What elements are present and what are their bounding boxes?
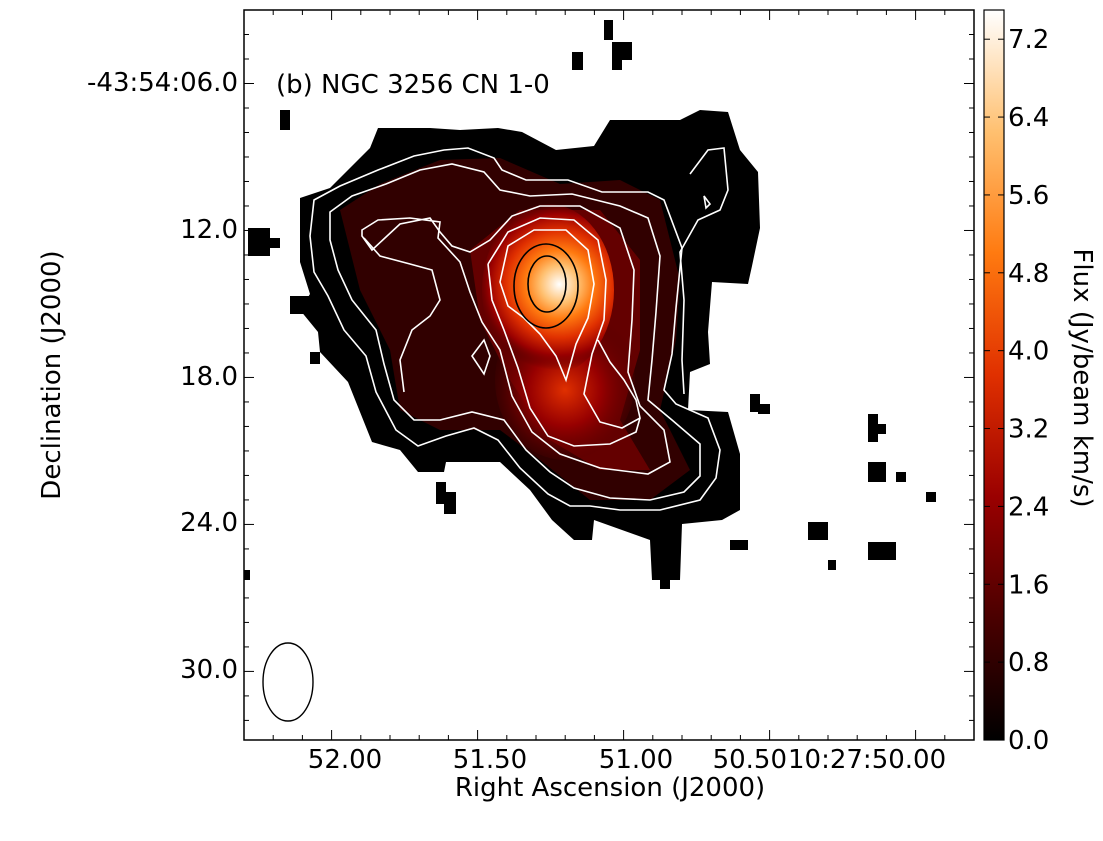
noise-pixels: [244, 20, 936, 589]
colorbar-tick-label: 1.6: [1008, 570, 1049, 600]
contour-noise-loop: [703, 195, 712, 210]
colorbar-tick-label: 4.0: [1008, 337, 1049, 367]
contour-hole: [471, 338, 491, 376]
x-tick-label-51: 51.00: [599, 745, 673, 775]
x-axis-ticks: [243, 10, 946, 740]
colorbar-tick-label: 0.8: [1008, 648, 1049, 678]
colorbar-label: Flux (Jy/beam km/s): [1067, 248, 1097, 507]
y-tick-label-18: 18.0: [180, 362, 238, 392]
contour-level-3b: [363, 237, 441, 393]
x-axis-label: Right Ascension (J2000): [455, 773, 765, 803]
colorbar-tick-label: 4.8: [1008, 259, 1049, 289]
contour-level-1b: [679, 147, 729, 395]
colorbar-tick-label: 6.4: [1008, 103, 1049, 133]
y-tick-label-06: -43:54:06.0: [87, 68, 238, 98]
contours: [309, 147, 729, 511]
contour-level-5: [487, 263, 641, 447]
x-tick-label-50-5: 50.50: [713, 745, 787, 775]
x-axis-tick-labels: 52.00 51.50 51.00 50.50 10:27:50.00: [308, 745, 946, 775]
colorbar-tick-label: 5.6: [1008, 181, 1049, 211]
x-tick-label-52: 52.00: [308, 745, 382, 775]
contour-level-3: [361, 205, 671, 475]
x-tick-label-51-5: 51.50: [453, 745, 527, 775]
contour-level-4: [487, 217, 641, 429]
x-tick-label-50: 10:27:50.00: [788, 745, 946, 775]
beam-ellipse: [262, 642, 314, 722]
y-axis-ticks: [244, 9, 974, 721]
y-axis-label: Declination (J2000): [37, 250, 67, 499]
y-tick-label-30: 30.0: [180, 655, 238, 685]
colorbar: [983, 9, 1005, 741]
plot-border: [243, 9, 975, 741]
y-axis-tick-labels: -43:54:06.0 12.0 18.0 24.0 30.0: [87, 68, 238, 685]
contour-level-7: [513, 243, 579, 329]
contour-level-1: [309, 147, 721, 511]
panel-title: (b) NGC 3256 CN 1-0: [276, 70, 550, 100]
contour-level-6: [499, 229, 595, 383]
colorbar-tick-label: 3.2: [1008, 415, 1049, 445]
colorbar-tick-label: 7.2: [1008, 25, 1049, 55]
y-tick-label-24: 24.0: [180, 508, 238, 538]
contour-level-2: [329, 163, 701, 501]
colorbar-tick-label: 0.0: [1008, 726, 1049, 756]
contour-level-8: [527, 255, 567, 313]
colorbar-tick-label: 2.4: [1008, 492, 1049, 522]
colorbar-ticks: 0.0 0.8 1.6 2.4 3.2 4.0 4.8 5.6 6.4 7.2: [984, 25, 1049, 756]
y-tick-label-12: 12.0: [180, 215, 238, 245]
